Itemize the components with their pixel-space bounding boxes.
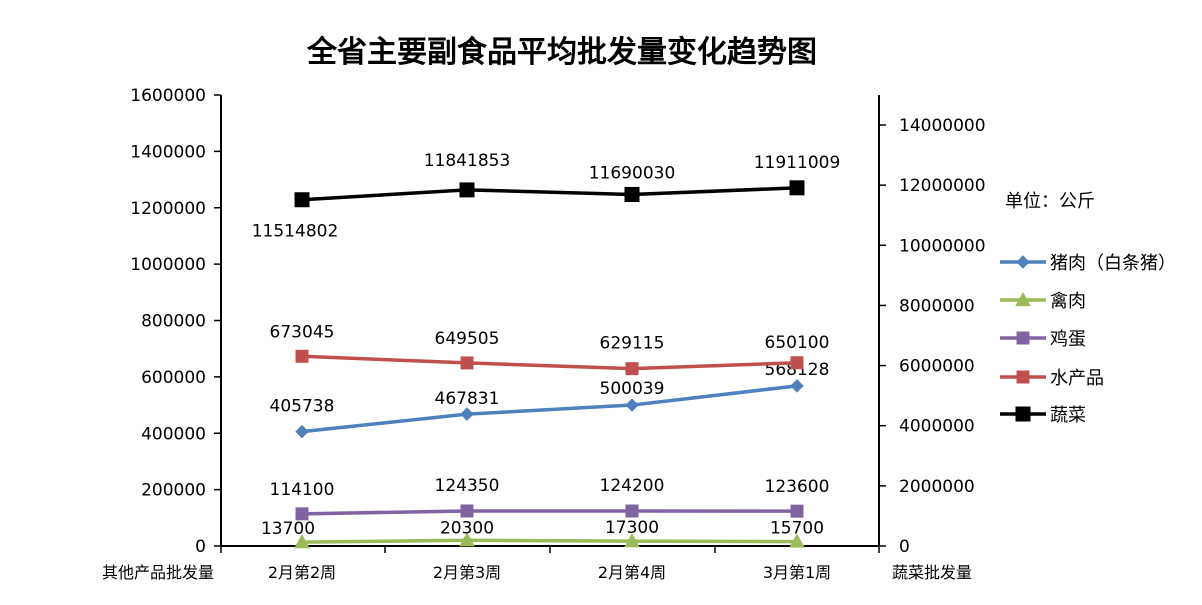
data-label: 13700 xyxy=(261,519,315,539)
series-line xyxy=(301,384,798,434)
data-point xyxy=(460,407,474,421)
series-line xyxy=(301,509,798,516)
legend-marker xyxy=(1016,331,1030,345)
data-label: 405738 xyxy=(270,397,335,417)
right-tick-label: 10000000 xyxy=(899,236,986,256)
data-label: 500039 xyxy=(600,379,665,399)
right-tick-label: 0 xyxy=(899,537,910,557)
data-point xyxy=(295,507,309,521)
legend-label: 鸡蛋 xyxy=(1050,329,1086,350)
left-tick-label: 0 xyxy=(195,537,206,557)
right-tick-label: 4000000 xyxy=(899,417,975,437)
right-tick-label: 2000000 xyxy=(899,477,975,497)
data-point xyxy=(294,534,310,549)
legend-label: 禽肉 xyxy=(1050,291,1086,312)
right-tick-label: 6000000 xyxy=(899,357,975,377)
data-label: 649505 xyxy=(435,329,500,349)
data-point xyxy=(624,186,640,202)
legend-marker xyxy=(1016,370,1030,384)
data-point xyxy=(789,180,805,196)
x-tick-label: 2月第4周 xyxy=(598,563,666,582)
right-tick-label: 8000000 xyxy=(899,296,975,316)
left-tick-label: 200000 xyxy=(141,481,206,501)
data-label: 650100 xyxy=(765,333,830,353)
chart-title: 全省主要副食品平均批发量变化趋势图 xyxy=(306,35,817,70)
series-line xyxy=(301,186,798,202)
data-label: 20300 xyxy=(440,518,494,538)
plot-area: 0 200000 400000 600000 800000 1000000 1200000 1… xyxy=(130,86,985,582)
data-label: 629115 xyxy=(600,334,665,354)
legend-marker xyxy=(1015,291,1031,307)
data-point xyxy=(790,504,804,518)
data-point xyxy=(459,182,475,198)
left-tick-label: 800000 xyxy=(141,312,206,332)
right-tick-label: 12000000 xyxy=(899,176,986,196)
legend-label: 蔬菜 xyxy=(1050,405,1086,426)
right-tick-label: 14000000 xyxy=(899,116,986,136)
left-tick-label: 1000000 xyxy=(130,255,206,275)
x-tick-label: 2月第2周 xyxy=(268,563,336,582)
legend-label: 猪肉（白条猪） xyxy=(1050,253,1176,274)
data-point xyxy=(295,349,309,363)
data-label: 114100 xyxy=(270,480,335,500)
data-label: 11514802 xyxy=(252,222,339,242)
data-label: 17300 xyxy=(605,518,659,538)
left-axis-label: 其他产品批发量 xyxy=(102,563,214,582)
data-label: 11841853 xyxy=(424,151,511,171)
data-label: 673045 xyxy=(270,322,335,342)
data-point xyxy=(624,533,640,548)
legend-label: 水产品 xyxy=(1050,368,1104,389)
left-tick-label: 1600000 xyxy=(130,86,206,106)
data-point xyxy=(790,379,804,393)
data-label: 124200 xyxy=(600,476,665,496)
legend-marker xyxy=(1016,255,1030,269)
left-tick-label: 400000 xyxy=(141,424,206,444)
data-point xyxy=(459,532,475,547)
data-point xyxy=(625,398,639,412)
left-tick-label: 1200000 xyxy=(130,199,206,219)
data-label: 15700 xyxy=(770,519,824,539)
data-point xyxy=(294,192,310,208)
left-tick-label: 1400000 xyxy=(130,142,206,162)
data-point xyxy=(295,424,309,439)
data-point xyxy=(625,362,639,376)
data-point xyxy=(790,356,804,370)
x-tick-label: 2月第3周 xyxy=(433,563,501,582)
unit-label: 单位：公斤 xyxy=(1005,191,1095,212)
left-tick-label: 600000 xyxy=(141,368,206,388)
data-label: 11690030 xyxy=(589,163,676,183)
data-label: 123600 xyxy=(765,477,830,497)
data-label: 467831 xyxy=(435,389,500,409)
data-point xyxy=(625,504,639,518)
series-line xyxy=(301,538,798,544)
series-line xyxy=(301,354,798,371)
data-label: 124350 xyxy=(435,476,500,496)
legend-marker xyxy=(1015,406,1031,422)
data-point xyxy=(789,533,805,548)
data-label: 11911009 xyxy=(754,153,841,173)
data-point xyxy=(460,504,474,518)
right-axis-label: 蔬菜批发量 xyxy=(892,563,972,582)
data-point xyxy=(460,356,474,370)
x-tick-label: 3月第1周 xyxy=(763,563,831,582)
